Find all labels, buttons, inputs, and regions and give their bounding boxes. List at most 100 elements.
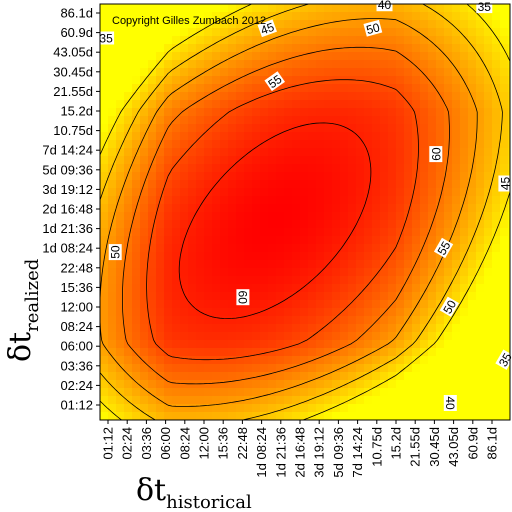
heatmap-cell [116, 52, 125, 61]
heatmap-cell [364, 380, 373, 389]
heatmap-cell [372, 212, 381, 221]
heatmap-cell [108, 380, 117, 389]
heatmap-cell [228, 268, 237, 277]
heatmap-cell [420, 108, 429, 117]
heatmap-cell [260, 172, 269, 181]
heatmap-cell [364, 44, 373, 53]
heatmap-cell [156, 20, 165, 29]
heatmap-cell [116, 220, 125, 229]
heatmap-cell [428, 52, 437, 61]
heatmap-cell [308, 324, 317, 333]
heatmap-cell [172, 260, 181, 269]
heatmap-cell [420, 244, 429, 253]
contour-label-bg [98, 31, 115, 45]
heatmap-cell [132, 60, 141, 69]
heatmap-cell [108, 268, 117, 277]
heatmap-cell [252, 340, 261, 349]
heatmap-cell [148, 84, 157, 93]
heatmap-cell [188, 356, 197, 365]
heatmap-cell [420, 84, 429, 93]
heatmap-cell [188, 324, 197, 333]
heatmap-cell [356, 84, 365, 93]
heatmap-cell [100, 284, 109, 293]
heatmap-cell [396, 204, 405, 213]
heatmap-cell [236, 308, 245, 317]
heatmap-cell [444, 380, 453, 389]
heatmap-cell [148, 60, 157, 69]
heatmap-cell [292, 100, 301, 109]
heatmap-cell [260, 324, 269, 333]
heatmap-cell [244, 356, 253, 365]
heatmap-cell [276, 308, 285, 317]
heatmap-cell [116, 116, 125, 125]
heatmap-cell [212, 308, 221, 317]
heatmap-cell [204, 108, 213, 117]
heatmap-cell [380, 244, 389, 253]
heatmap-cell [276, 340, 285, 349]
heatmap-cell [500, 260, 509, 269]
contour-label-bg [498, 175, 512, 192]
heatmap-cell [332, 124, 341, 133]
heatmap-cell [476, 84, 485, 93]
heatmap-cell [316, 260, 325, 269]
heatmap-cell [156, 300, 165, 309]
heatmap-cell [268, 156, 277, 165]
heatmap-cell [244, 180, 253, 189]
heatmap-cell [316, 380, 325, 389]
heatmap-cell [188, 228, 197, 237]
heatmap-cell [428, 4, 437, 13]
heatmap-cell [332, 340, 341, 349]
heatmap-cell [340, 204, 349, 213]
heatmap-cell [276, 380, 285, 389]
heatmap-cell [460, 276, 469, 285]
heatmap-cell [140, 260, 149, 269]
heatmap-cell [332, 180, 341, 189]
heatmap-cell [412, 220, 421, 229]
heatmap-cell [300, 252, 309, 261]
heatmap-cell [148, 348, 157, 357]
heatmap-cell [324, 180, 333, 189]
heatmap-cell [204, 52, 213, 61]
heatmap-cell [476, 196, 485, 205]
heatmap-cell [452, 148, 461, 157]
heatmap-cell [116, 156, 125, 165]
heatmap-cell [268, 268, 277, 277]
heatmap-cell [124, 260, 133, 269]
heatmap-cell [452, 44, 461, 53]
contour-label: 60 [429, 146, 443, 163]
heatmap-cell [340, 172, 349, 181]
heatmap-cell [380, 404, 389, 413]
heatmap-cell [500, 276, 509, 285]
heatmap-cell [420, 28, 429, 37]
heatmap-cell [164, 180, 173, 189]
heatmap-cell [388, 148, 397, 157]
heatmap-cell [188, 172, 197, 181]
x-tick-label: 10.75d [369, 427, 384, 467]
heatmap-cell [108, 100, 117, 109]
heatmap-cell [156, 332, 165, 341]
heatmap-cell [284, 92, 293, 101]
heatmap-cell [164, 204, 173, 213]
heatmap-cell [420, 404, 429, 413]
heatmap-cell [460, 348, 469, 357]
x-axis-symbol: δt [136, 473, 166, 508]
heatmap-cell [108, 332, 117, 341]
heatmap-cell [372, 196, 381, 205]
heatmap-cell [484, 92, 493, 101]
heatmap-cell [236, 252, 245, 261]
heatmap-cell [492, 44, 501, 53]
heatmap-cell [468, 404, 477, 413]
heatmap-cell [444, 12, 453, 21]
heatmap-cell [372, 124, 381, 133]
heatmap-cell [132, 92, 141, 101]
heatmap-cell [380, 68, 389, 77]
heatmap-cell [204, 356, 213, 365]
heatmap-cell [140, 124, 149, 133]
heatmap-cell [452, 364, 461, 373]
heatmap-cell [284, 172, 293, 181]
heatmap-cell [356, 204, 365, 213]
heatmap-cell [468, 52, 477, 61]
heatmap-cell [372, 92, 381, 101]
heatmap-cell [244, 92, 253, 101]
heatmap-cell [308, 28, 317, 37]
